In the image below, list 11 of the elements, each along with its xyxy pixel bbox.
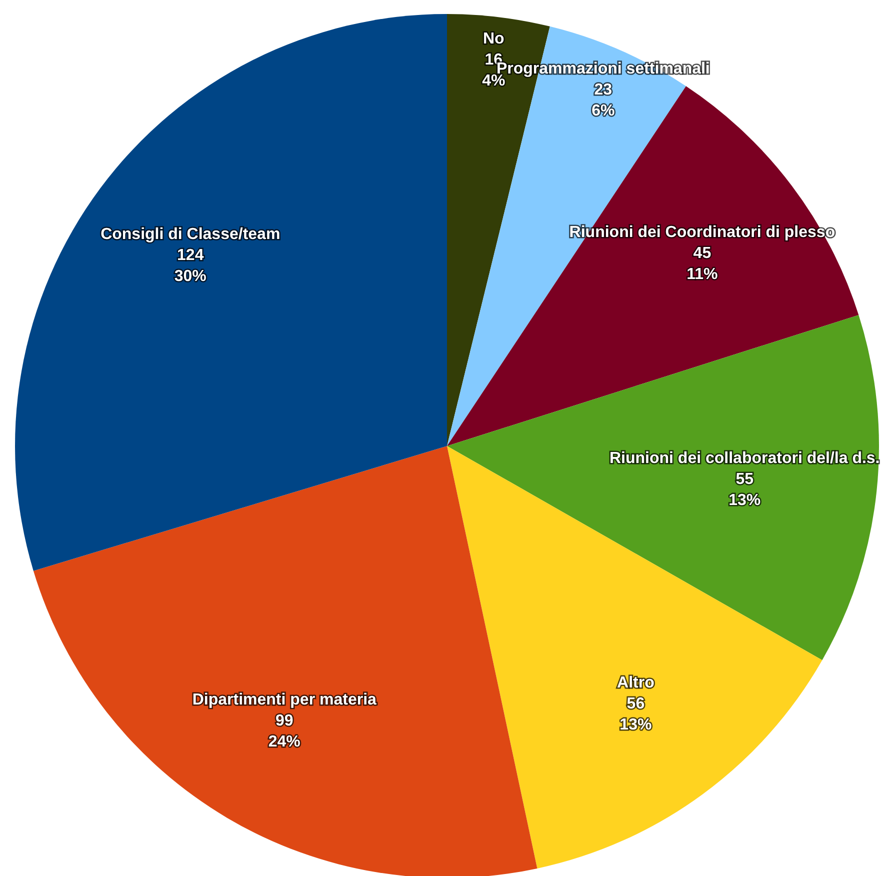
data-label: 99 24% xyxy=(268,712,300,751)
data-label: 55 13% xyxy=(728,471,761,510)
slice-label: Riunioni dei collaboratori del/la d.s. xyxy=(609,450,880,468)
data-label: 23 6% xyxy=(592,81,615,120)
data-label: 56 13% xyxy=(620,696,652,734)
data-label: 124 30% xyxy=(174,246,206,285)
slice-label: Consigli di Classe/team xyxy=(100,226,280,243)
slice-label: No xyxy=(482,30,505,48)
data-label: 45 11% xyxy=(686,244,718,283)
slice-label: Dipartimenti per materia xyxy=(192,692,377,709)
slice-label: Altro xyxy=(617,674,655,692)
